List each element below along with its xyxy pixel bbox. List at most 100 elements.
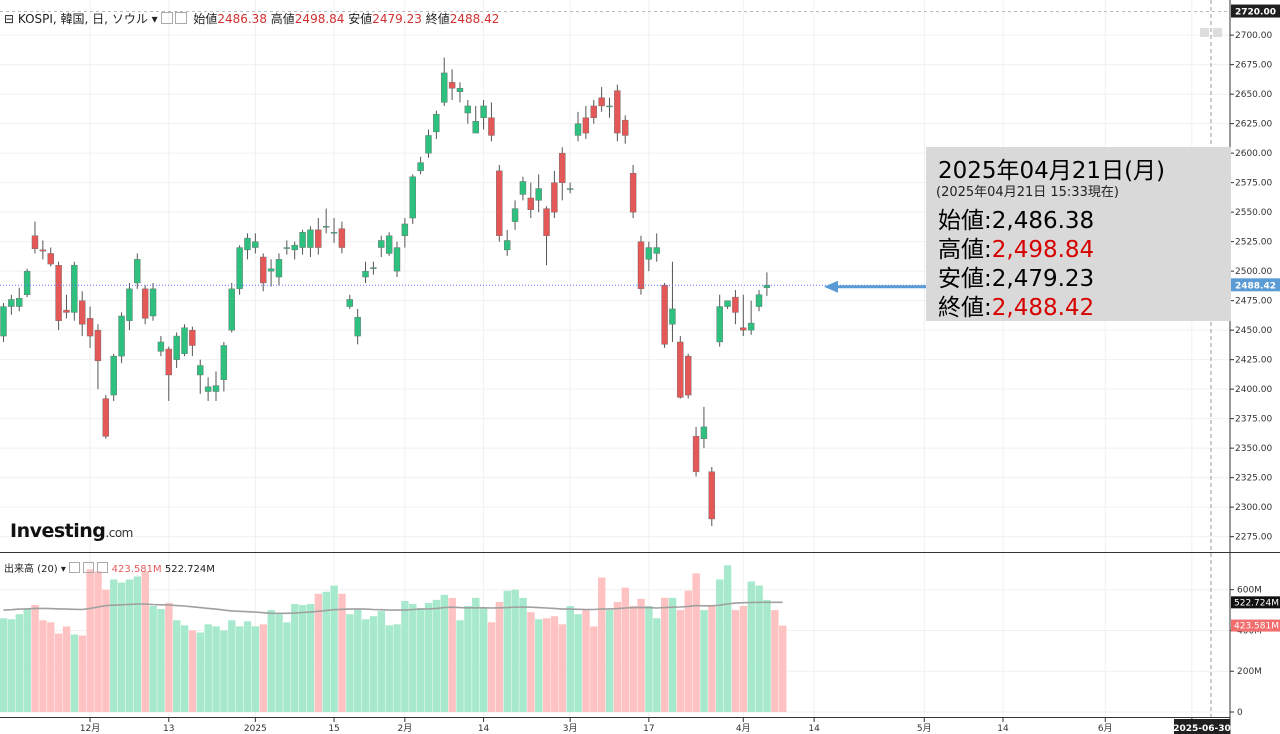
volume-bar <box>291 603 299 712</box>
time-tick-label: 17 <box>643 724 654 734</box>
price-tick-label: 2575.00 <box>1235 179 1272 189</box>
time-tick-label: 12月 <box>80 723 100 734</box>
time-axis[interactable]: 12月132025152月143月174月145月146月132025-06-3… <box>80 718 1231 734</box>
settings-icon[interactable] <box>175 12 188 24</box>
toggle-icons[interactable] <box>1200 28 1222 37</box>
visibility-icon[interactable] <box>161 12 174 24</box>
price-tick-label: 2375.00 <box>1235 415 1272 425</box>
volume-bar <box>401 600 409 712</box>
candle-down <box>708 471 715 520</box>
volume-bar <box>267 610 275 712</box>
volume-bar <box>653 618 661 712</box>
candle-up <box>669 308 676 325</box>
candle-up <box>724 300 731 307</box>
scale-toggle-icon[interactable] <box>1200 28 1209 37</box>
info-low: 安値:2,479.23 <box>938 266 1095 292</box>
price-tick-label: 2275.00 <box>1235 533 1272 543</box>
price-tick-label: 2425.00 <box>1235 356 1272 366</box>
volume-bar <box>535 619 543 712</box>
candle-up <box>149 288 157 317</box>
settings-icon[interactable] <box>83 562 95 573</box>
volume-indicator-label[interactable]: 出来高 (20) <box>4 564 58 575</box>
candle-up <box>220 345 228 380</box>
candle-up <box>181 327 188 354</box>
candle-down <box>661 285 668 345</box>
candle-down <box>141 288 149 319</box>
candle-down <box>684 355 692 396</box>
info-high: 高値:2,498.84 <box>938 237 1095 263</box>
price-tick-label: 2400.00 <box>1235 385 1272 395</box>
candle-up <box>653 247 660 254</box>
candle-up <box>16 298 23 307</box>
volume-tick-label: 0 <box>1237 708 1243 718</box>
candle-up <box>228 288 235 331</box>
volume-bar <box>7 619 16 712</box>
volume-bar <box>613 601 622 712</box>
candle-up <box>330 232 338 234</box>
candle-up <box>267 268 275 272</box>
candle-down <box>165 348 172 376</box>
candle-up <box>378 240 385 248</box>
time-tick-label: 2025 <box>244 724 267 734</box>
candle-down <box>86 318 94 337</box>
candle-down <box>39 249 47 252</box>
candle-down <box>55 265 62 321</box>
candle-up <box>212 385 220 392</box>
time-tick-label: 15 <box>328 724 339 734</box>
volume-bar <box>472 597 480 712</box>
volume-bar <box>566 606 574 712</box>
candle-up <box>716 306 723 343</box>
candle-up <box>71 265 78 313</box>
candle-up <box>747 322 755 331</box>
candle-down <box>740 327 747 331</box>
candle-down <box>102 398 110 437</box>
candle-up <box>606 105 613 108</box>
volume-bar <box>94 571 102 712</box>
info-timestamp: (2025年04月21日 15:33現在) <box>936 185 1119 200</box>
chevron-down-icon[interactable]: ▾ <box>57 564 70 575</box>
candle-up <box>126 288 133 321</box>
investing-logo: Investing.com <box>10 520 133 542</box>
candle-up <box>346 299 353 307</box>
price-axis[interactable]: 2275.00 2300.00 2325.00 2350.00 2375.00 2400.… <box>1230 4 1280 543</box>
volume-bar <box>598 577 606 712</box>
volume-bar <box>771 610 779 712</box>
symbol-name[interactable]: KOSPI, 韓国, 日, ソウル <box>17 12 148 26</box>
info-close: 終値:2,488.42 <box>938 295 1095 321</box>
volume-bar <box>78 635 86 712</box>
settings-toggle-icon[interactable] <box>1213 28 1222 37</box>
volume-bar <box>110 579 118 712</box>
visibility-icon[interactable] <box>69 562 81 573</box>
volume-bar <box>424 602 433 712</box>
candle-up <box>409 176 416 219</box>
volume-bars <box>0 565 787 712</box>
candle-up <box>275 259 283 278</box>
volume-bar <box>763 599 771 712</box>
chevron-down-icon[interactable]: ▾ <box>147 12 162 26</box>
volume-bar <box>676 610 685 712</box>
candle-down <box>677 341 684 398</box>
volume-bar <box>141 571 149 712</box>
time-tick-label: 14 <box>478 724 490 734</box>
low-label: 安値 <box>348 12 373 26</box>
low-value: 2479.23 <box>372 12 422 26</box>
volume-bar <box>220 630 228 712</box>
volume-bar <box>314 593 323 712</box>
candle-down <box>78 300 86 325</box>
candle-up <box>511 208 519 222</box>
candle-down <box>551 182 558 213</box>
collapse-icon[interactable]: ⊟ <box>4 12 18 26</box>
candle-up <box>433 114 440 133</box>
close-icon[interactable] <box>97 562 109 573</box>
volume-bar <box>275 614 283 712</box>
volume-bar <box>212 626 220 712</box>
volume-bar <box>464 606 472 712</box>
volume-bar <box>377 611 386 712</box>
candle-up <box>425 135 432 154</box>
close-label: 終値 <box>425 12 450 26</box>
volume-bar <box>684 590 692 712</box>
candle-up <box>464 105 472 114</box>
candle-up <box>574 123 582 136</box>
